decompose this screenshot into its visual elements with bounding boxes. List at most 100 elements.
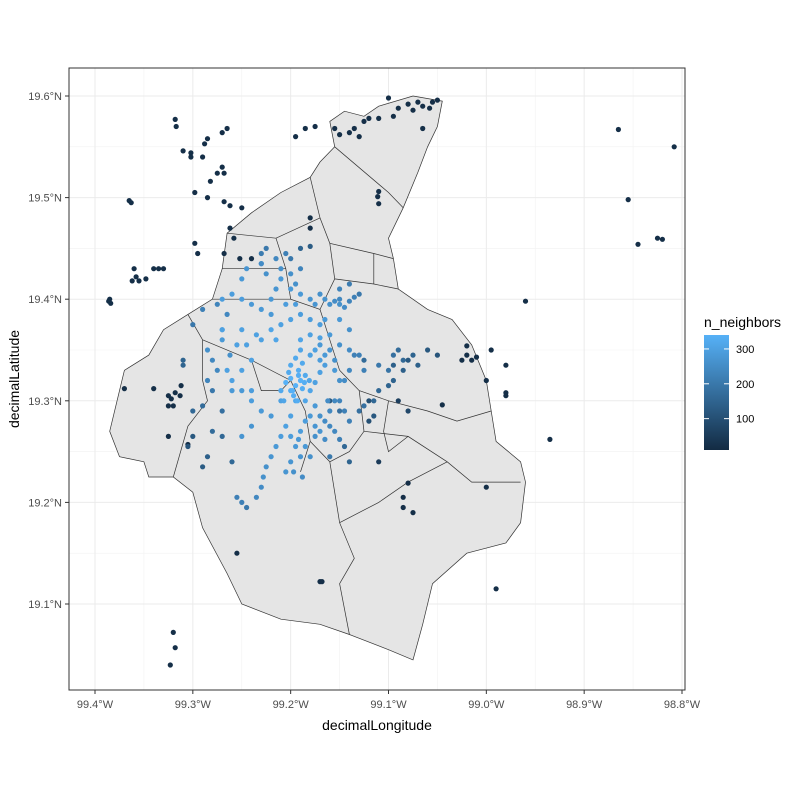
data-point [160,266,167,272]
data-point [659,236,666,242]
data-point [306,377,312,384]
x-axis-title: decimalLongitude [322,717,432,733]
data-point [325,398,331,404]
data-point [615,126,622,133]
data-point [286,369,292,375]
data-point [173,123,179,130]
data-point [371,398,377,404]
data-point [299,360,305,366]
data-point [136,278,142,284]
data-point [332,367,338,373]
data-point [278,388,284,394]
data-point [229,388,235,394]
data-point [288,271,294,277]
data-point [307,225,313,231]
data-point [356,352,362,358]
data-point [295,436,302,442]
data-point [312,403,318,409]
data-point [307,352,313,358]
data-point [239,367,245,373]
data-point [625,197,631,203]
data-point [214,170,220,176]
data-point [263,245,269,251]
data-point [322,296,328,302]
legend: n_neighbors 100 200 300 [704,314,781,450]
data-point [204,347,211,353]
data-point [224,311,230,317]
data-point [278,433,284,439]
data-point [244,266,250,272]
x-axis: 99.4°W 99.3°W 99.2°W 99.1°W 99.0°W 98.9°W 98.8… [77,690,701,711]
data-point [410,107,416,113]
data-point [151,386,157,392]
data-point [195,250,201,257]
district-boundary [383,400,409,453]
data-point [273,256,279,262]
data-point [297,291,304,297]
data-point [219,408,225,414]
data-point [415,362,421,368]
data-point [493,586,499,592]
data-point [297,245,304,251]
data-point [337,398,343,404]
y-tick-label: 19.1°N [28,599,62,611]
data-point [209,388,215,394]
data-point [351,294,357,300]
data-point [237,256,243,262]
data-point [248,256,255,262]
data-point [307,316,313,323]
data-point [635,241,641,247]
data-point [319,579,325,585]
data-point [425,347,431,353]
y-axis-title: decimalLatitude [6,330,22,428]
data-point [156,266,162,272]
data-point [400,494,406,500]
data-point [376,201,382,207]
data-point [297,454,304,460]
data-point [307,296,313,302]
data-point [172,645,178,651]
data-point [200,306,206,312]
data-point [151,266,157,272]
data-point [234,342,240,348]
data-point [307,413,313,419]
data-point [297,347,304,353]
data-point [288,413,294,419]
data-point [434,352,440,358]
data-point [143,276,149,282]
data-point [234,550,240,556]
data-point [376,115,382,121]
data-point [297,311,304,317]
data-point [483,377,489,384]
data-point [375,194,381,200]
data-point [295,372,302,378]
data-point [366,115,372,121]
data-point [439,402,445,408]
data-point [302,443,308,450]
data-point [288,286,294,292]
data-point [410,509,416,516]
data-point [214,301,220,307]
data-point [385,383,392,389]
data-point [327,408,333,414]
data-point [299,474,305,480]
data-point [390,377,396,384]
data-point [464,352,470,358]
data-point [405,480,411,486]
data-point [180,148,186,154]
district-boundary [339,370,492,422]
data-point [221,250,227,257]
legend-tick-label: 300 [736,344,754,356]
data-point [488,347,494,353]
data-points [106,95,677,668]
data-point [253,332,259,338]
data-point [312,347,318,353]
data-point [332,428,338,434]
data-point [239,276,245,282]
data-point [405,101,411,107]
data-point [317,357,323,363]
data-point [371,413,377,419]
data-point [224,125,230,132]
data-point [200,403,206,409]
legend-title: n_neighbors [704,314,781,330]
